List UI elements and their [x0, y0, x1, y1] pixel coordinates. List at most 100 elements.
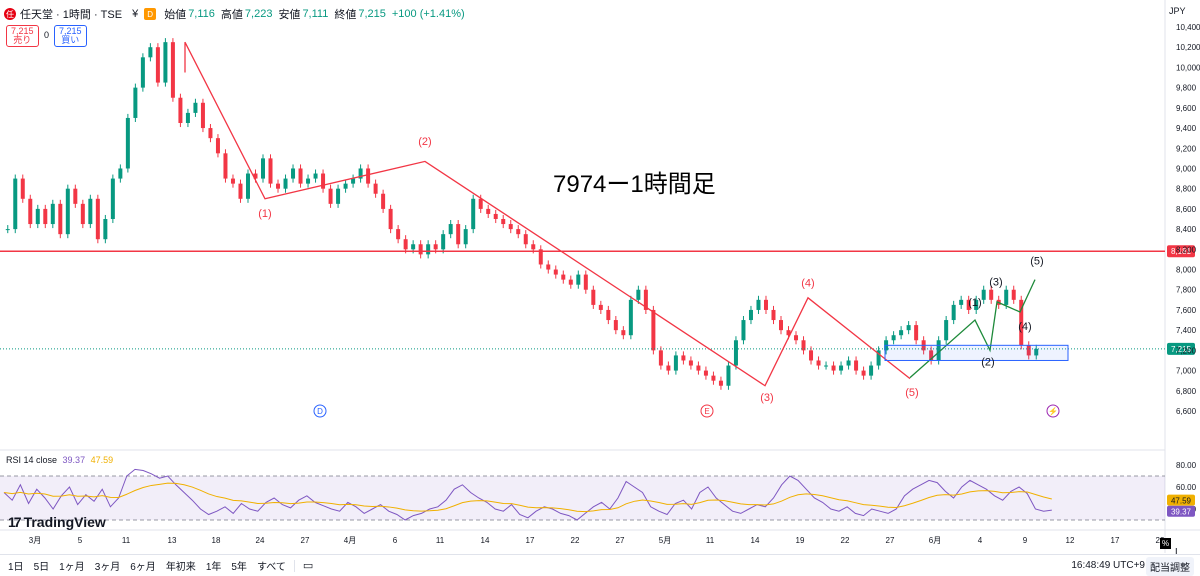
candles [5, 38, 1039, 390]
candle-body [336, 188, 341, 204]
x-tick-label: 22 [841, 536, 850, 545]
y-tick-label: 9,400 [1176, 124, 1197, 133]
range-ytd[interactable]: 年初来 [165, 562, 196, 573]
candle-body [215, 138, 220, 154]
x-tick-label: 27 [301, 536, 310, 545]
bottom-toolbar: 1日 5日 1ヶ月 3ヶ月 6ヶ月 年初来 1年 5年 すべて ▭ 16:48:… [0, 554, 1200, 576]
x-tick-label: 11 [706, 536, 715, 545]
x-tick-label: 19 [796, 536, 805, 545]
toolbar-divider [293, 559, 295, 572]
rsi-axis-label: 80.00 [1176, 461, 1197, 470]
range-5d[interactable]: 5日 [33, 562, 50, 573]
candle-body [944, 320, 949, 341]
wave-label: (4) [1018, 321, 1031, 333]
y-tick-label: 8,400 [1176, 225, 1197, 234]
candle-body [328, 188, 333, 204]
candle-body [253, 173, 258, 179]
y-tick-label: 7,600 [1176, 306, 1197, 315]
candle-body [711, 375, 716, 381]
x-tick-label: 14 [751, 536, 760, 545]
candle-body [763, 299, 768, 310]
change-value: +100 (+1.41%) [391, 8, 465, 20]
x-tick-label: 24 [256, 536, 265, 545]
rsi-axis-label: 60.00 [1176, 483, 1197, 492]
wave-label: (2) [981, 357, 994, 369]
wave-label: (4) [801, 278, 814, 290]
candle-body [185, 112, 190, 123]
range-all[interactable]: すべて [256, 562, 286, 573]
candle-body [20, 178, 25, 199]
close-label: 終値 [334, 9, 357, 21]
candle-body [779, 320, 783, 331]
price-tag-8181-bg [1167, 245, 1195, 258]
candle-body [643, 289, 648, 310]
candle-body [598, 304, 603, 310]
dividend-adjust-button[interactable]: 配当調整 [1146, 557, 1194, 576]
candle-body [869, 365, 874, 376]
company-logo: 任 [4, 8, 16, 20]
candle-body [741, 320, 746, 341]
range-5y[interactable]: 5年 [231, 562, 247, 573]
candle-body [426, 244, 431, 255]
sell-label: 売り [13, 35, 32, 45]
range-1m[interactable]: 1ヶ月 [59, 562, 85, 573]
rsi-line [3, 468, 1052, 521]
event-marker-label: E [704, 407, 709, 416]
candle-body [486, 208, 491, 214]
rsi-ma-value: 47.59 [90, 455, 114, 465]
range-1d[interactable]: 1日 [8, 562, 24, 573]
candle-body [914, 325, 919, 341]
range-3m[interactable]: 3ヶ月 [94, 562, 121, 573]
rsi-band [0, 476, 1165, 520]
percent-toggle[interactable]: % [1160, 538, 1171, 549]
candle-body [531, 244, 536, 250]
candle-body [456, 224, 461, 245]
rsi-header: RSI 14 close 39.37 47.59 [6, 455, 113, 465]
range-6m[interactable]: 6ヶ月 [130, 562, 156, 573]
x-tick-label: 3月 [29, 536, 41, 545]
clock-timezone[interactable]: 16:48:49 UTC+9 [1071, 560, 1145, 571]
elliott-red-wave [184, 41, 911, 387]
candle-body [501, 219, 506, 225]
candle-body [170, 42, 175, 98]
log-toggle[interactable]: L [1175, 547, 1181, 558]
buy-price: 7,215 [59, 26, 82, 36]
trend-lines: 8,181 7,215 [0, 41, 1195, 387]
candle-body [163, 42, 168, 83]
candle-body [636, 289, 641, 300]
candle-body [628, 299, 633, 336]
candle-body [553, 269, 558, 275]
candle-body [794, 335, 799, 341]
event-markers: D E ⚡ [313, 404, 1060, 418]
candle-body [703, 370, 708, 376]
candle-body [966, 299, 971, 310]
y-tick-label: 8,800 [1176, 185, 1197, 194]
candle-body [1034, 348, 1039, 356]
candle-body [433, 244, 438, 250]
y-tick-label: 9,800 [1176, 84, 1197, 93]
candle-body [321, 173, 326, 189]
candle-body [208, 128, 213, 139]
time-axis: 3月 5 11 13 18 24 27 4月 6 11 14 17 22 27 5月 11 14 19 22 27 6月… [29, 536, 1165, 545]
candle-body [508, 224, 513, 230]
range-1y[interactable]: 1年 [205, 562, 222, 573]
rsi-label: RSI 14 close [6, 455, 58, 465]
candle-body [95, 198, 100, 240]
wave-label: (5) [905, 387, 918, 399]
currency-unit[interactable]: JPY [1169, 6, 1186, 16]
candle-body [951, 304, 956, 321]
candle-body [396, 229, 401, 240]
candle-body [448, 224, 453, 235]
sell-button[interactable]: 7,215 売り [6, 25, 39, 47]
symbol-title[interactable]: 任天堂 · 1時間 · TSE [20, 9, 123, 21]
x-tick-label: 5 [78, 536, 83, 545]
buy-button[interactable]: 7,215 買い [54, 25, 87, 47]
candle-body [478, 198, 483, 209]
x-tick-label: 13 [168, 536, 177, 545]
candle-body [974, 299, 979, 310]
candle-body [891, 335, 896, 341]
candle-body [568, 279, 573, 285]
calendar-range-icon[interactable]: ▭ [302, 560, 314, 572]
